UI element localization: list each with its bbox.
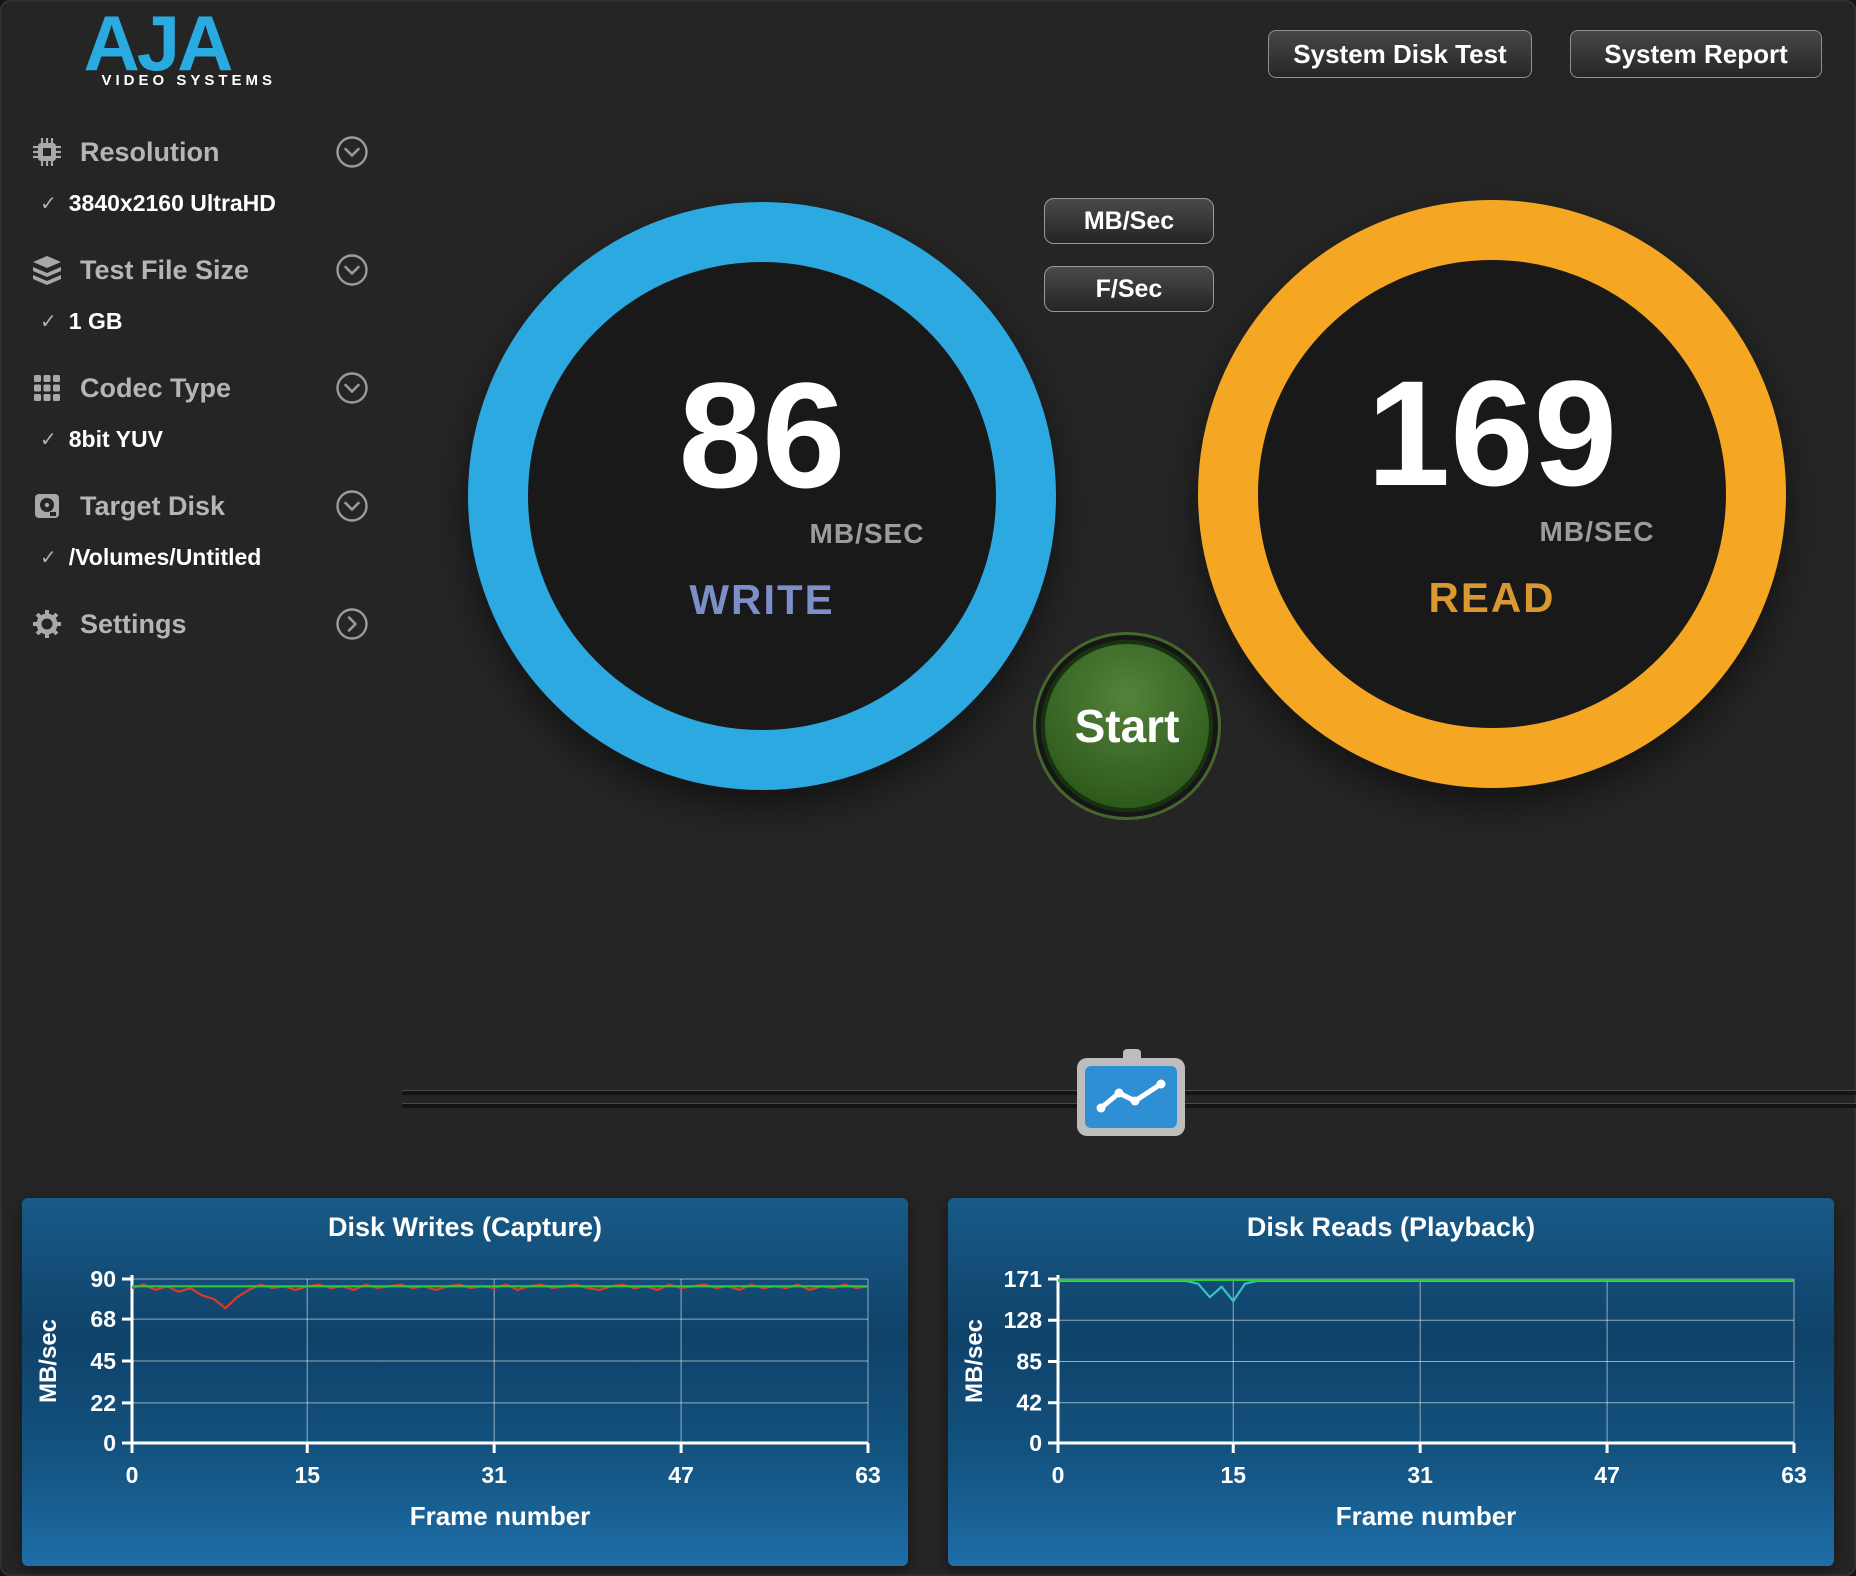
sidebar-item-test-file-size[interactable]: Test File Size <box>30 250 370 290</box>
chevron-down-icon[interactable] <box>334 370 370 406</box>
chart-title: Disk Reads (Playback) <box>1246 1212 1536 1242</box>
aja-logo: AJA VIDEO SYSTEMS <box>34 4 280 89</box>
svg-text:0: 0 <box>103 1430 116 1456</box>
svg-text:128: 128 <box>1004 1307 1043 1333</box>
selected-value-text: /Volumes/Untitled <box>68 544 262 570</box>
sidebar-item-settings[interactable]: Settings <box>30 604 370 644</box>
sidebar-item-label: Settings <box>80 608 187 639</box>
test-file-size-selected-value[interactable]: ✓ 1 GB <box>40 308 122 335</box>
svg-text:47: 47 <box>1594 1462 1620 1488</box>
sidebar-item-label: Codec Type <box>80 372 232 403</box>
mb-sec-toggle-button[interactable]: MB/Sec <box>1044 198 1214 244</box>
svg-text:31: 31 <box>481 1462 507 1488</box>
write-gauge-label: WRITE <box>689 576 835 623</box>
aja-logo-text: AJA <box>83 0 233 87</box>
sidebar-item-label: Target Disk <box>80 490 226 521</box>
svg-text:Frame number: Frame number <box>410 1501 591 1531</box>
svg-text:31: 31 <box>1407 1462 1433 1488</box>
chevron-down-icon[interactable] <box>334 134 370 170</box>
read-speed-value: 169 <box>1366 349 1618 517</box>
svg-text:0: 0 <box>126 1462 139 1488</box>
svg-text:85: 85 <box>1016 1348 1042 1374</box>
write-speed-unit: MB/SEC <box>809 518 925 549</box>
sidebar-item-codec-type[interactable]: Codec Type <box>30 368 370 408</box>
chevron-down-icon[interactable] <box>334 488 370 524</box>
chip-icon <box>30 135 64 169</box>
write-speed-value: 86 <box>678 351 846 519</box>
svg-text:Frame number: Frame number <box>1336 1501 1517 1531</box>
svg-text:63: 63 <box>1781 1462 1807 1488</box>
svg-text:0: 0 <box>1029 1430 1042 1456</box>
f-sec-toggle-button[interactable]: F/Sec <box>1044 266 1214 312</box>
selected-value-text: 3840x2160 UltraHD <box>68 190 276 216</box>
check-icon: ✓ <box>40 193 57 215</box>
svg-text:MB/sec: MB/sec <box>961 1319 988 1403</box>
sidebar-item-target-disk[interactable]: Target Disk <box>30 486 370 526</box>
selected-value-text: 8bit YUV <box>68 426 163 452</box>
line-chart-icon <box>1085 1066 1177 1128</box>
svg-text:63: 63 <box>855 1462 881 1488</box>
graph-view-toggle[interactable] <box>1077 1049 1185 1136</box>
svg-text:15: 15 <box>1220 1462 1246 1488</box>
chart-title: Disk Writes (Capture) <box>327 1212 603 1242</box>
read-speed-unit: MB/SEC <box>1539 516 1655 547</box>
disk-writes-plot: 0 22 45 68 90 0 15 31 47 63 Frame number MB/sec <box>35 1266 881 1531</box>
gear-icon <box>30 607 64 641</box>
svg-text:47: 47 <box>668 1462 694 1488</box>
sidebar-item-label: Test File Size <box>80 254 250 285</box>
system-disk-test-button[interactable]: System Disk Test <box>1268 30 1532 78</box>
codec-type-selected-value[interactable]: ✓ 8bit YUV <box>40 426 163 453</box>
chevron-down-icon[interactable] <box>334 252 370 288</box>
write-gauge: 86 MB/SEC WRITE <box>468 202 1056 790</box>
svg-text:45: 45 <box>90 1348 116 1374</box>
sidebar-item-label: Resolution <box>80 136 220 167</box>
check-icon: ✓ <box>40 429 57 451</box>
svg-text:MB/sec: MB/sec <box>35 1319 62 1403</box>
hard-disk-icon <box>30 489 64 523</box>
system-report-button[interactable]: System Report <box>1570 30 1822 78</box>
layers-icon <box>30 253 64 287</box>
disk-writes-chart-panel: Disk Writes (Capture) 0 22 45 68 90 0 15 31 47 63… <box>22 1198 908 1566</box>
start-button[interactable]: Start <box>1041 640 1213 812</box>
check-icon: ✓ <box>40 547 57 569</box>
chevron-right-icon[interactable] <box>334 606 370 642</box>
svg-text:90: 90 <box>90 1266 116 1292</box>
svg-text:15: 15 <box>294 1462 320 1488</box>
svg-text:68: 68 <box>90 1306 116 1332</box>
read-gauge-label: READ <box>1428 574 1556 621</box>
codec-grid-icon <box>30 371 64 405</box>
resolution-selected-value[interactable]: ✓ 3840x2160 UltraHD <box>40 190 276 217</box>
aja-logo-subtext: VIDEO SYSTEMS <box>101 72 276 89</box>
svg-text:171: 171 <box>1004 1266 1043 1292</box>
disk-reads-chart-panel: Disk Reads (Playback) 0 42 85 128 171 0 15 31 47… <box>948 1198 1834 1566</box>
read-gauge: 169 MB/SEC READ <box>1198 200 1786 788</box>
check-icon: ✓ <box>40 311 57 333</box>
svg-text:22: 22 <box>90 1390 116 1416</box>
selected-value-text: 1 GB <box>68 308 123 334</box>
disk-reads-plot: 0 42 85 128 171 0 15 31 47 63 Frame number MB/sec <box>961 1266 1807 1531</box>
svg-text:42: 42 <box>1016 1390 1042 1416</box>
target-disk-selected-value[interactable]: ✓ /Volumes/Untitled <box>40 544 261 571</box>
sidebar-item-resolution[interactable]: Resolution <box>30 132 370 172</box>
svg-text:0: 0 <box>1052 1462 1065 1488</box>
